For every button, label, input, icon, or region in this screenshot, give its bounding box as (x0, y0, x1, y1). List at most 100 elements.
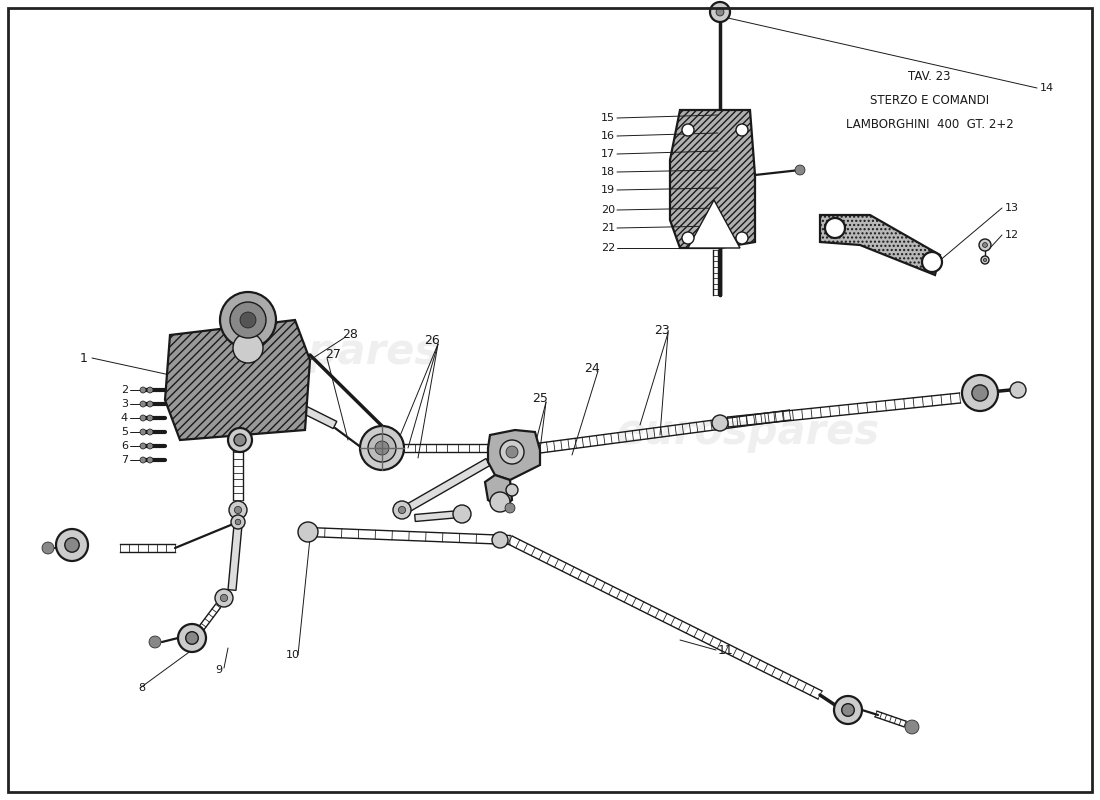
Text: 15: 15 (601, 113, 615, 123)
Text: 28: 28 (342, 329, 358, 342)
Circle shape (56, 529, 88, 561)
Circle shape (1010, 382, 1026, 398)
Circle shape (148, 636, 161, 648)
Circle shape (147, 387, 153, 393)
Circle shape (235, 519, 241, 525)
Text: 2: 2 (121, 385, 128, 395)
Text: 3: 3 (121, 399, 128, 409)
Circle shape (716, 8, 724, 16)
Text: 13: 13 (1005, 203, 1019, 213)
Circle shape (230, 302, 266, 338)
Circle shape (214, 589, 233, 607)
Circle shape (398, 506, 406, 514)
Circle shape (298, 522, 318, 542)
Circle shape (842, 704, 855, 716)
Circle shape (492, 532, 508, 548)
Circle shape (962, 375, 998, 411)
Text: 20: 20 (601, 205, 615, 215)
Polygon shape (670, 110, 755, 248)
Text: 27: 27 (324, 349, 341, 362)
Circle shape (506, 446, 518, 458)
Text: 11: 11 (718, 643, 734, 657)
Text: 18: 18 (601, 167, 615, 177)
Circle shape (453, 505, 471, 523)
Circle shape (981, 256, 989, 264)
Circle shape (186, 632, 198, 644)
Circle shape (42, 542, 54, 554)
Circle shape (500, 440, 524, 464)
Circle shape (233, 333, 263, 363)
Text: 14: 14 (1040, 83, 1054, 93)
Circle shape (490, 492, 510, 512)
Circle shape (147, 457, 153, 463)
Polygon shape (165, 320, 310, 440)
Circle shape (736, 232, 748, 244)
Circle shape (368, 434, 396, 462)
Circle shape (393, 501, 411, 519)
Circle shape (220, 594, 228, 602)
Polygon shape (485, 475, 512, 508)
Circle shape (922, 252, 942, 272)
Circle shape (360, 426, 404, 470)
Text: eurospares: eurospares (616, 411, 880, 453)
Circle shape (240, 312, 256, 328)
Circle shape (905, 720, 918, 734)
Circle shape (682, 124, 694, 136)
Circle shape (795, 165, 805, 175)
Circle shape (140, 387, 146, 393)
Circle shape (979, 239, 991, 251)
Circle shape (140, 429, 146, 435)
Text: 8: 8 (138, 683, 145, 693)
Circle shape (972, 385, 988, 401)
Text: 21: 21 (601, 223, 615, 233)
Text: 7: 7 (121, 455, 128, 465)
Text: 1: 1 (80, 351, 88, 365)
Polygon shape (820, 215, 940, 275)
Text: 4: 4 (121, 413, 128, 423)
Polygon shape (688, 200, 740, 248)
Text: 24: 24 (584, 362, 600, 374)
Circle shape (140, 457, 146, 463)
Circle shape (736, 124, 748, 136)
Text: STERZO E COMANDI: STERZO E COMANDI (870, 94, 989, 106)
Circle shape (982, 242, 988, 247)
Circle shape (140, 401, 146, 407)
Circle shape (234, 506, 242, 514)
Circle shape (147, 415, 153, 421)
Text: 10: 10 (286, 650, 300, 660)
Circle shape (682, 232, 694, 244)
Circle shape (505, 503, 515, 513)
Text: 25: 25 (532, 391, 548, 405)
Circle shape (834, 696, 862, 724)
Circle shape (220, 292, 276, 348)
Text: LAMBORGHINI  400  GT. 2+2: LAMBORGHINI 400 GT. 2+2 (846, 118, 1013, 130)
Circle shape (147, 443, 153, 449)
Circle shape (65, 538, 79, 552)
Circle shape (506, 484, 518, 496)
Circle shape (710, 2, 730, 22)
Text: 5: 5 (121, 427, 128, 437)
Text: 26: 26 (425, 334, 440, 346)
Polygon shape (228, 525, 242, 590)
Circle shape (712, 415, 728, 431)
Circle shape (375, 441, 389, 455)
Text: eurospares: eurospares (176, 331, 440, 373)
Text: 17: 17 (601, 149, 615, 159)
Polygon shape (488, 430, 540, 480)
Circle shape (983, 258, 987, 262)
Text: 6: 6 (121, 441, 128, 451)
Circle shape (178, 624, 206, 652)
Text: 16: 16 (601, 131, 615, 141)
Polygon shape (415, 510, 460, 522)
Polygon shape (294, 402, 337, 429)
Circle shape (140, 443, 146, 449)
Circle shape (229, 501, 248, 519)
Circle shape (825, 218, 845, 238)
Text: 22: 22 (601, 243, 615, 253)
Circle shape (234, 434, 246, 446)
Polygon shape (406, 458, 490, 511)
Text: 23: 23 (654, 323, 670, 337)
Text: TAV. 23: TAV. 23 (909, 70, 950, 82)
Circle shape (147, 429, 153, 435)
Circle shape (231, 515, 245, 529)
